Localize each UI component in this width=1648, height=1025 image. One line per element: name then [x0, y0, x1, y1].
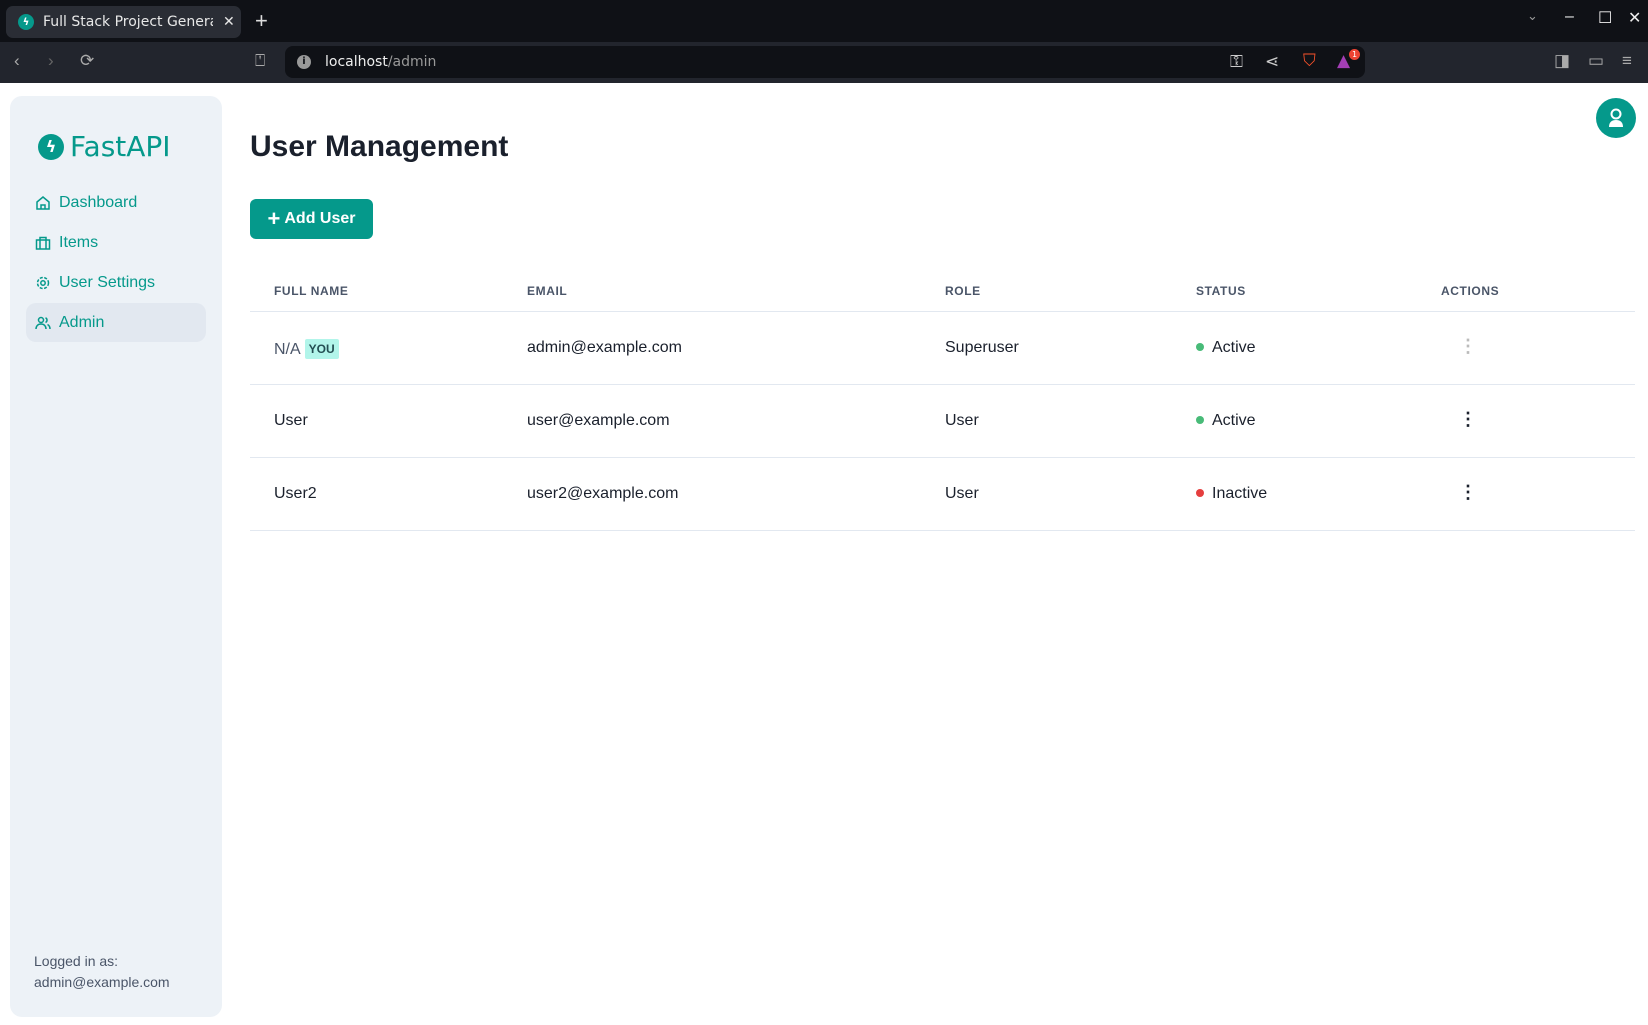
you-badge: YOU: [304, 339, 339, 359]
fastapi-favicon-icon: ϟ: [18, 14, 34, 30]
logged-in-label: Logged in as:: [34, 953, 119, 969]
menu-icon[interactable]: ≡: [1622, 51, 1632, 70]
user-menu-avatar[interactable]: [1596, 98, 1636, 138]
wallet-icon[interactable]: ▭: [1588, 51, 1605, 70]
url-path: /admin: [387, 54, 437, 70]
browser-tab[interactable]: ϟ Full Stack Project Generator ✕: [6, 6, 241, 38]
status-text: Inactive: [1212, 485, 1268, 502]
status-dot: [1196, 343, 1204, 351]
email-cell: user2@example.com: [527, 485, 679, 502]
role-cell: User: [945, 412, 979, 429]
sidebar-item-label: Admin: [59, 313, 105, 331]
sidebar-item-admin[interactable]: Admin: [26, 303, 206, 342]
sidebar-toggle-icon[interactable]: ◨: [1554, 51, 1571, 70]
role-cell: Superuser: [945, 339, 1019, 356]
gear-icon: [36, 276, 50, 289]
sidebar-item-user-settings[interactable]: User Settings: [26, 263, 206, 302]
sidebar-item-label: User Settings: [59, 273, 156, 291]
briefcase-icon: [35, 236, 51, 250]
close-window-icon[interactable]: ✕: [1628, 10, 1642, 27]
status-dot: [1196, 416, 1204, 424]
key-icon[interactable]: ⚿: [1230, 52, 1243, 72]
full-name: N/A: [274, 341, 301, 358]
site-info-icon[interactable]: i: [297, 55, 311, 69]
tab-list-chevron-icon[interactable]: ⌄: [1527, 8, 1538, 23]
fastapi-logo[interactable]: ϟ FastAPI: [38, 130, 171, 163]
header-full-name: FULL NAME: [274, 284, 349, 298]
forward-icon[interactable]: ›: [48, 51, 54, 70]
actions-menu-button[interactable]: ⋮: [1459, 336, 1477, 356]
logged-in-info: Logged in as: admin@example.com: [34, 951, 170, 993]
share-icon[interactable]: ⋖: [1265, 52, 1280, 72]
full-name-cell: N/A YOU: [274, 339, 339, 359]
header-status: STATUS: [1196, 284, 1246, 298]
browser-tab-bar: ϟ Full Stack Project Generator ✕ + ⌄ – ☐…: [0, 0, 1648, 42]
address-bar[interactable]: i localhost/admin ⚿ ⋖ ⛉ ▲ 1: [285, 46, 1365, 78]
sidebar-item-dashboard[interactable]: Dashboard: [26, 183, 206, 222]
status-cell: Inactive: [1196, 485, 1267, 503]
email-cell: user@example.com: [527, 412, 670, 429]
sidebar-item-items[interactable]: Items: [26, 223, 206, 262]
table-header: FULL NAME EMAIL ROLE STATUS ACTIONS: [250, 270, 1635, 312]
bookmark-icon[interactable]: ⍞: [255, 51, 266, 70]
sidebar: [10, 96, 222, 1017]
add-user-button[interactable]: + Add User: [250, 199, 373, 239]
rewards-badge: 1: [1349, 49, 1360, 60]
status-dot: [1196, 489, 1204, 497]
status-text: Active: [1212, 339, 1256, 356]
add-user-label: Add User: [284, 210, 356, 227]
brave-rewards-icon[interactable]: ▲: [1337, 51, 1351, 71]
table-row: User user@example.com User Active ⋮: [250, 385, 1635, 458]
status-cell: Active: [1196, 339, 1256, 357]
fastapi-logo-icon: ϟ: [38, 133, 64, 160]
close-tab-icon[interactable]: ✕: [223, 14, 235, 30]
plus-icon: +: [267, 206, 281, 231]
brave-shield-icon[interactable]: ⛉: [1303, 51, 1316, 71]
user-icon: [1609, 108, 1623, 127]
header-actions: ACTIONS: [1441, 284, 1500, 298]
table-row: User2 user2@example.com User Inactive ⋮: [250, 458, 1635, 531]
table-row: N/A YOU admin@example.com Superuser Activ…: [250, 312, 1635, 385]
email-cell: admin@example.com: [527, 339, 682, 356]
users-icon: [35, 316, 51, 329]
logged-in-email: admin@example.com: [34, 974, 170, 990]
minimize-icon[interactable]: –: [1565, 8, 1574, 25]
header-email: EMAIL: [527, 284, 568, 298]
actions-menu-button[interactable]: ⋮: [1459, 409, 1477, 429]
maximize-icon[interactable]: ☐: [1598, 10, 1613, 27]
sidebar-item-label: Items: [59, 233, 99, 251]
url-host: localhost: [325, 54, 388, 70]
tab-title: Full Stack Project Generator: [43, 14, 213, 30]
role-cell: User: [945, 485, 979, 502]
full-name-cell: User: [274, 412, 308, 429]
logo-text: FastAPI: [70, 130, 171, 163]
browser-toolbar: ‹ › ⟳ ⍞ i localhost/admin ⚿ ⋖ ⛉ ▲ 1 ◨ ▭ …: [0, 42, 1648, 83]
new-tab-icon[interactable]: +: [255, 8, 268, 33]
page-title: User Management: [250, 130, 509, 163]
actions-menu-button[interactable]: ⋮: [1459, 482, 1477, 502]
users-table: FULL NAME EMAIL ROLE STATUS ACTIONS N/A Y…: [250, 270, 1635, 531]
reload-icon[interactable]: ⟳: [80, 51, 95, 70]
home-icon: [36, 195, 50, 210]
status-cell: Active: [1196, 412, 1256, 430]
full-name-cell: User2: [274, 485, 317, 502]
back-icon[interactable]: ‹: [14, 51, 20, 70]
status-text: Active: [1212, 412, 1256, 429]
sidebar-item-label: Dashboard: [59, 193, 138, 211]
header-role: ROLE: [945, 284, 981, 298]
